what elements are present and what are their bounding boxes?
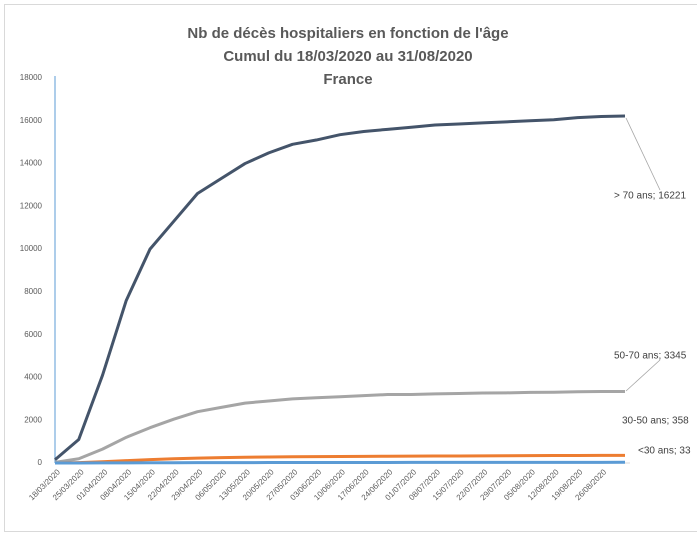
leader-lines (625, 117, 661, 392)
y-tick-label: 14000 (20, 159, 43, 168)
y-tick-label: 8000 (24, 287, 42, 296)
y-tick-label: 6000 (24, 330, 42, 339)
data-label: 30-50 ans; 358 (622, 416, 689, 427)
data-label: > 70 ans; 16221 (614, 191, 686, 202)
data-label: <30 ans; 33 (638, 446, 691, 457)
series-line (54, 389, 626, 464)
chart-border (4, 4, 697, 532)
y-tick-label: 18000 (20, 73, 43, 82)
series-line (54, 453, 626, 465)
chart-title: Cumul du 18/03/2020 au 31/08/2020 (223, 48, 472, 65)
chart-title: Nb de décès hospitaliers en fonction de … (187, 25, 508, 42)
y-tick-label: 0 (38, 458, 43, 467)
data-label: 50-70 ans; 3345 (614, 351, 687, 362)
y-tick-label: 4000 (24, 373, 42, 382)
y-tick-label: 2000 (24, 415, 42, 424)
y-tick-label: 10000 (20, 244, 43, 253)
series-line (54, 460, 626, 465)
series-line (54, 114, 626, 461)
y-tick-label: 12000 (20, 201, 43, 210)
y-tick-label: 16000 (20, 116, 43, 125)
chart-title: France (323, 71, 372, 88)
